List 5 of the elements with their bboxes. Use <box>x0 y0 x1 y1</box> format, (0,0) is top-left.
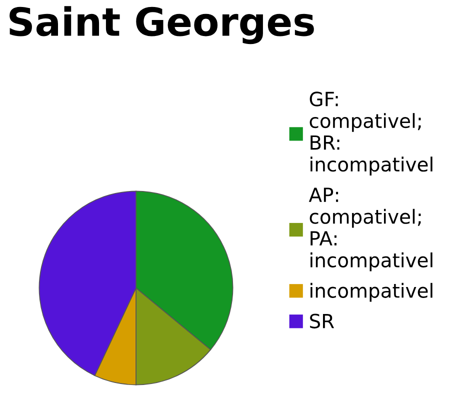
chart-title: Saint Georges <box>10 6 314 44</box>
legend-label: GF: compativel; BR: incompativel <box>310 92 432 176</box>
legend-label: incompativel <box>310 282 432 302</box>
legend-label: SR <box>310 314 334 328</box>
legend-label: AP: compativel; PA: incompativel <box>308 188 432 272</box>
